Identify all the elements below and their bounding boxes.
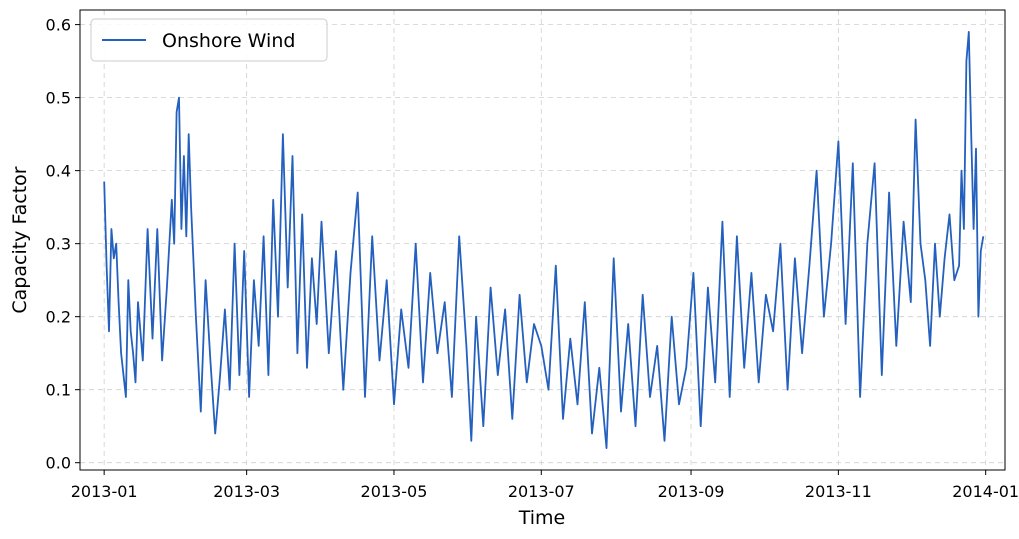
y-tick-label: 0.0 <box>46 454 71 473</box>
legend: Onshore Wind <box>90 18 328 62</box>
x-tick-label: 2013-07 <box>508 482 575 501</box>
x-tick-label: 2014-01 <box>952 482 1019 501</box>
y-axis-label: Capacity Factor <box>9 166 31 313</box>
legend-box <box>90 18 328 62</box>
y-tick-label: 0.6 <box>46 16 71 35</box>
x-axis: 2013-01 2013-03 2013-05 2013-07 2013-09 2013-… <box>71 470 1019 501</box>
y-tick-label: 0.3 <box>46 235 71 254</box>
legend-label-onshore-wind: Onshore Wind <box>162 30 295 52</box>
x-tick-label: 2013-11 <box>805 482 872 501</box>
y-tick-label: 0.4 <box>46 162 71 181</box>
y-tick-label: 0.1 <box>46 381 71 400</box>
x-tick-label: 2013-01 <box>71 482 138 501</box>
y-tick-label: 0.5 <box>46 89 71 108</box>
y-axis: 0.0 0.1 0.2 0.3 0.4 0.5 0.6 <box>46 16 80 473</box>
series-line-onshore-wind <box>103 30 985 450</box>
x-tick-label: 2013-05 <box>361 482 428 501</box>
x-tick-label: 2013-03 <box>213 482 280 501</box>
plot-area-frame <box>79 9 1006 471</box>
y-tick-label: 0.2 <box>46 308 71 327</box>
x-tick-label: 2013-09 <box>658 482 725 501</box>
x-axis-label: Time <box>518 507 566 529</box>
